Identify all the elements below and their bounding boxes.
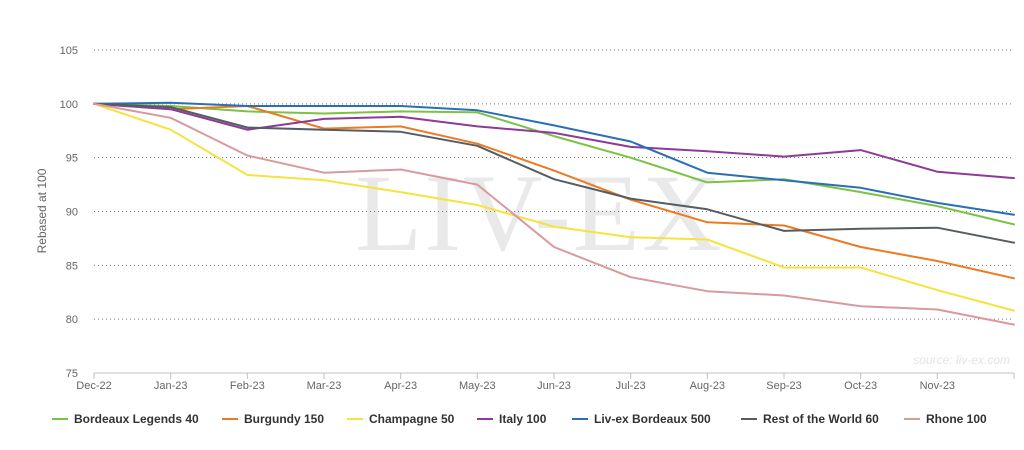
x-tick-label: Oct-23 <box>844 380 877 392</box>
y-tick-label: 90 <box>66 207 78 219</box>
series-line-3[interactable] <box>93 102 1015 180</box>
x-tick-label: May-23 <box>459 380 496 392</box>
y-tick-label: 85 <box>66 260 78 272</box>
y-tick-label: 105 <box>60 45 78 57</box>
legend-item-1[interactable]: Burgundy 150 <box>222 412 324 426</box>
x-tick-label: Apr-23 <box>384 380 417 392</box>
legend-label: Liv-ex Bordeaux 500 <box>594 412 711 426</box>
y-axis-title: Rebased at 100 <box>35 168 49 253</box>
gridlines <box>94 49 1014 320</box>
series-line-2[interactable] <box>93 102 1015 312</box>
x-tick-label: Mar-23 <box>307 380 342 392</box>
legend-item-5[interactable]: Rest of the World 60 <box>741 412 879 426</box>
legend-item-0[interactable]: Bordeaux Legends 40 <box>52 412 199 426</box>
x-tick-label: Sep-23 <box>766 380 801 392</box>
series-line-5[interactable] <box>93 102 1015 244</box>
series-lines <box>93 101 1015 326</box>
series-line-0[interactable] <box>93 102 1015 226</box>
y-tick-label: 95 <box>66 153 78 165</box>
legend-label: Rhone 100 <box>926 412 987 426</box>
legend-item-4[interactable]: Liv-ex Bordeaux 500 <box>572 412 711 426</box>
x-tick-label: Feb-23 <box>230 380 265 392</box>
series-line-6[interactable] <box>93 102 1015 326</box>
x-tick-label: Nov-23 <box>920 380 955 392</box>
source-credit: source: liv-ex.com <box>913 353 1010 367</box>
legend-label: Rest of the World 60 <box>763 412 879 426</box>
x-tick-label: Dec-22 <box>76 380 111 392</box>
legend-label: Champagne 50 <box>369 412 455 426</box>
legend-label: Italy 100 <box>499 412 547 426</box>
legend-label: Burgundy 150 <box>244 412 324 426</box>
x-axis: Dec-22 Jan-23 Feb-23 Mar-23 Apr-23 May-23 Jun-… <box>76 372 1015 392</box>
y-axis-ticks: 75 80 85 90 95 100 105 <box>60 45 78 380</box>
y-tick-label: 100 <box>60 99 78 111</box>
legend-label: Bordeaux Legends 40 <box>74 412 199 426</box>
x-tick-label: Jul-23 <box>616 380 646 392</box>
x-tick-label: Jan-23 <box>154 380 188 392</box>
legend-item-6[interactable]: Rhone 100 <box>904 412 987 426</box>
legend-item-3[interactable]: Italy 100 <box>477 412 547 426</box>
legend-item-2[interactable]: Champagne 50 <box>347 412 455 426</box>
x-tick-label: Aug-23 <box>690 380 725 392</box>
x-tick-label: Jun-23 <box>537 380 571 392</box>
y-tick-label: 80 <box>66 314 78 326</box>
series-line-4[interactable] <box>93 101 1015 216</box>
y-tick-label: 75 <box>66 368 78 380</box>
legend: Bordeaux Legends 40 Burgundy 150 Champagne… <box>52 412 987 426</box>
